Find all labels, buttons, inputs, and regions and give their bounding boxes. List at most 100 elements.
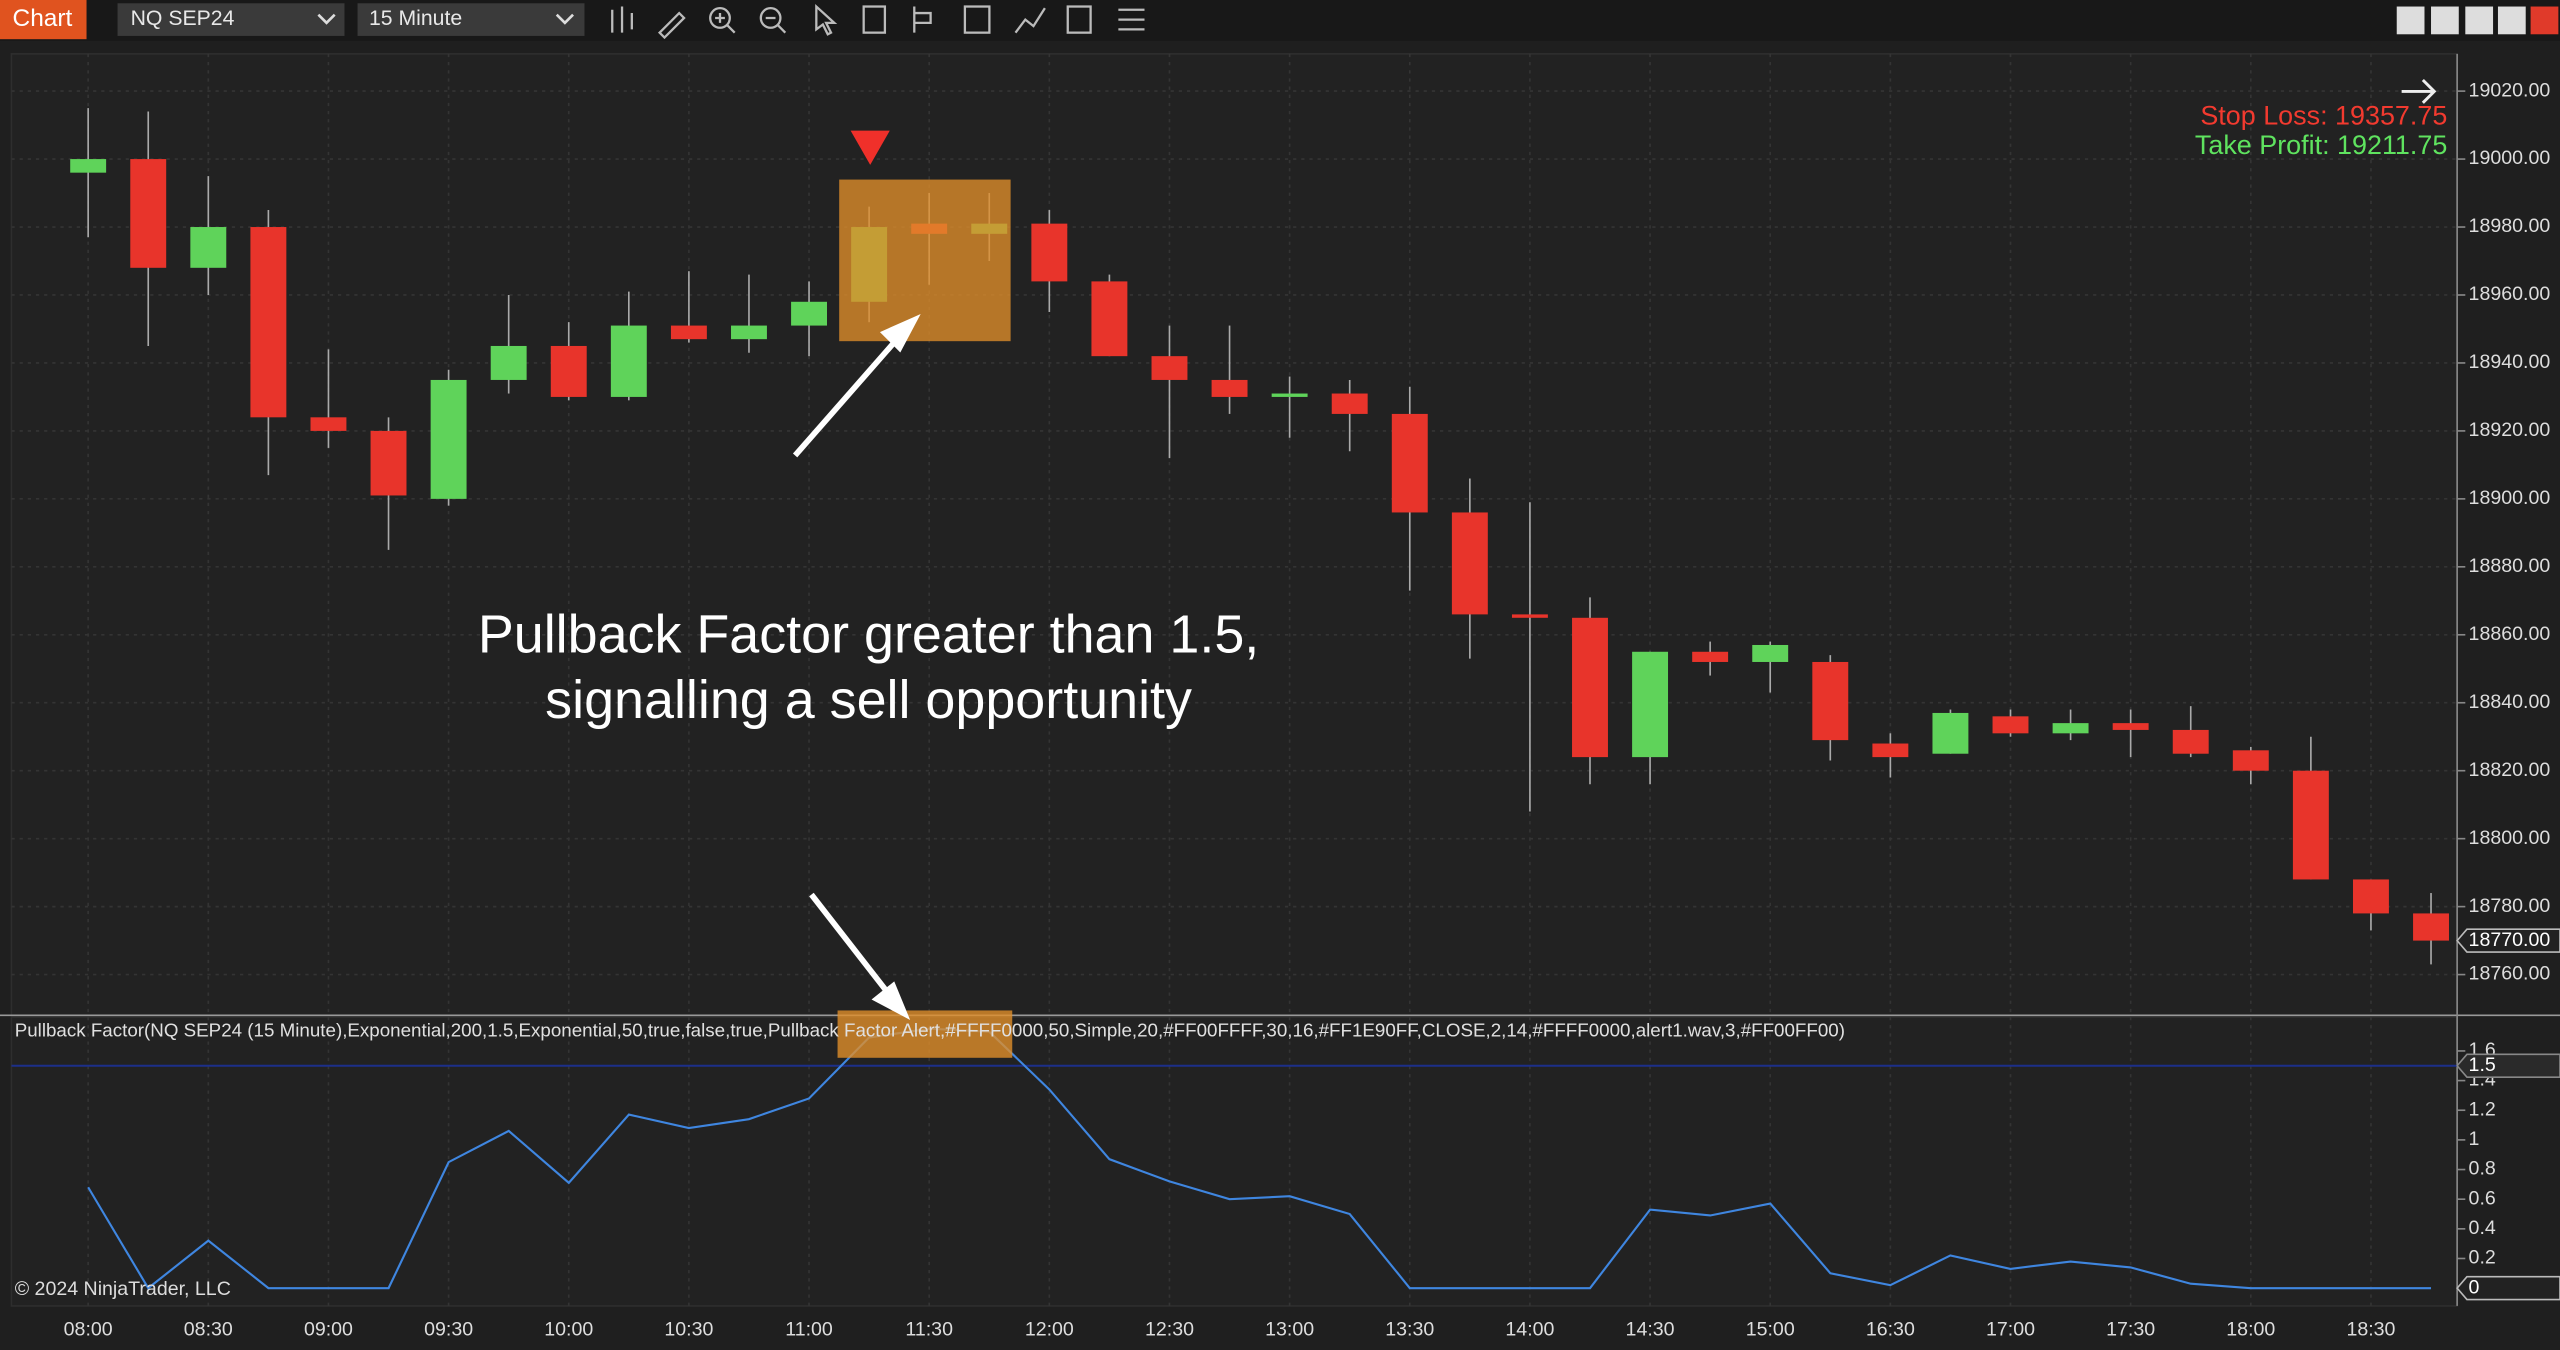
marks: 19020.00 19000.00 18980.00 18960.00 18940.00… [11,79,2560,1341]
dropdown-caret [317,13,336,25]
threshold-box [2456,1053,2560,1079]
y-tick-label: 18860.00 [2469,623,2551,645]
candle-body [2413,913,2449,941]
candle-body [250,227,287,418]
y-tick-label: 19020.00 [2469,79,2551,101]
take-profit-label: Take Profit: 19211.75 [2195,130,2447,160]
x-tick-label: 14:30 [1626,1319,1675,1341]
indicator-title: Pullback Factor(NQ SEP24 (15 Minute),Exp… [15,1020,1845,1041]
copyright: © 2024 NinjaTrader, LLC [15,1278,231,1300]
minimize-button[interactable] [2465,6,2494,35]
y-tick-label: 0.6 [2469,1187,2496,1209]
arrow [809,892,894,1000]
draw-icon[interactable] [657,11,686,40]
x-tick-label: 09:00 [304,1319,353,1341]
y-tick-label: 1.2 [2469,1098,2496,1120]
close-button[interactable] [2530,6,2559,35]
candle-body [430,379,467,499]
candle-body [1812,661,1849,741]
y-tick-label: 18920.00 [2469,419,2551,441]
x-tick-label: 10:30 [664,1319,713,1341]
chart-tab-label: Chart [13,5,73,32]
candle-body [2052,723,2089,734]
candle-body [1872,743,1909,758]
candle-body [1511,614,1548,618]
candle-body [1572,617,1608,758]
candle-body [370,430,407,496]
candle-body [731,325,767,340]
candle-body [2172,729,2209,754]
candle-body [550,345,587,397]
candle-body [2352,879,2389,914]
candle-body [1271,393,1308,397]
stop-loss-label: Stop Loss: 19357.75 [2200,101,2447,131]
candle-body [2112,723,2149,730]
x-tick-label: 08:00 [64,1319,113,1341]
toolbar-icons [611,3,1145,40]
y-tick-label: 18840.00 [2469,691,2551,713]
zoom-in-icon[interactable] [709,7,731,29]
x-tick-label: 08:30 [184,1319,233,1341]
current-price-label: 18770.00 [2469,929,2551,951]
x-tick-label: 11:30 [905,1319,953,1341]
window-button[interactable] [2431,6,2459,35]
y-tick-label: 0.8 [2469,1158,2496,1180]
y-tick-label: 18980.00 [2469,215,2551,237]
strategy-icon[interactable] [963,5,991,34]
x-tick-label: 17:30 [2106,1319,2155,1341]
current-value-box [2456,1275,2560,1301]
threshold-label: 1.5 [2469,1054,2496,1076]
indicator-line [87,1027,2432,1290]
annotation-text: Pullback Factor greater than 1.5, [478,605,1259,665]
y-tick-label: 18760.00 [2469,963,2551,985]
candle-body [610,325,647,397]
candle-body [1451,512,1488,615]
price-panel [10,53,2458,1017]
candle-body [490,345,527,380]
candle-body [1692,651,1729,662]
candle-body [1391,413,1428,513]
y-tick-label: 18820.00 [2469,759,2551,781]
template-icon[interactable] [1066,5,1092,34]
list-icon[interactable] [1118,8,1145,31]
candle-body [1632,651,1669,758]
current-value-label: 0 [2469,1276,2480,1298]
window-button[interactable] [2396,6,2425,35]
candle-body [2232,750,2269,771]
indicator-icon[interactable] [1014,7,1046,34]
arrow-head [871,981,911,1020]
interval-select[interactable] [357,3,585,36]
scroll-right-icon[interactable] [2401,78,2437,104]
candle-body [1752,644,1789,662]
y-tick-label: 18880.00 [2469,555,2551,577]
y-tick-label: 0.4 [2469,1217,2496,1239]
x-tick-label: 17:00 [1986,1319,2035,1341]
candle-body [1992,716,2029,734]
candle-body [2292,770,2329,880]
arrows [792,313,921,1020]
candle-body [1151,356,1188,380]
arrow-head [879,313,921,353]
chart-tab[interactable] [0,0,87,40]
x-tick-label: 18:30 [2346,1319,2395,1341]
bar-type-icon[interactable] [611,6,633,33]
sell-signal-marker [850,130,890,165]
instrument-select[interactable] [117,3,345,36]
instrument-label: NQ SEP24 [131,7,235,30]
x-tick-label: 13:00 [1265,1319,1314,1341]
zoom-out-icon[interactable] [759,7,782,29]
x-tick-label: 12:30 [1145,1319,1194,1341]
pointer-icon[interactable] [815,3,838,36]
candle-body [1932,712,1969,754]
candle-body [190,227,227,268]
signal-highlight [839,179,1011,342]
maximize-button[interactable] [2497,6,2526,35]
x-tick-label: 15:00 [1746,1319,1795,1341]
candle-body [1091,281,1128,357]
y-tick-label: 18900.00 [2469,487,2551,509]
x-tick-label: 16:30 [1866,1319,1915,1341]
properties-icon[interactable] [913,6,932,33]
dropdown-caret [555,13,574,25]
data-box-icon[interactable] [862,5,887,34]
